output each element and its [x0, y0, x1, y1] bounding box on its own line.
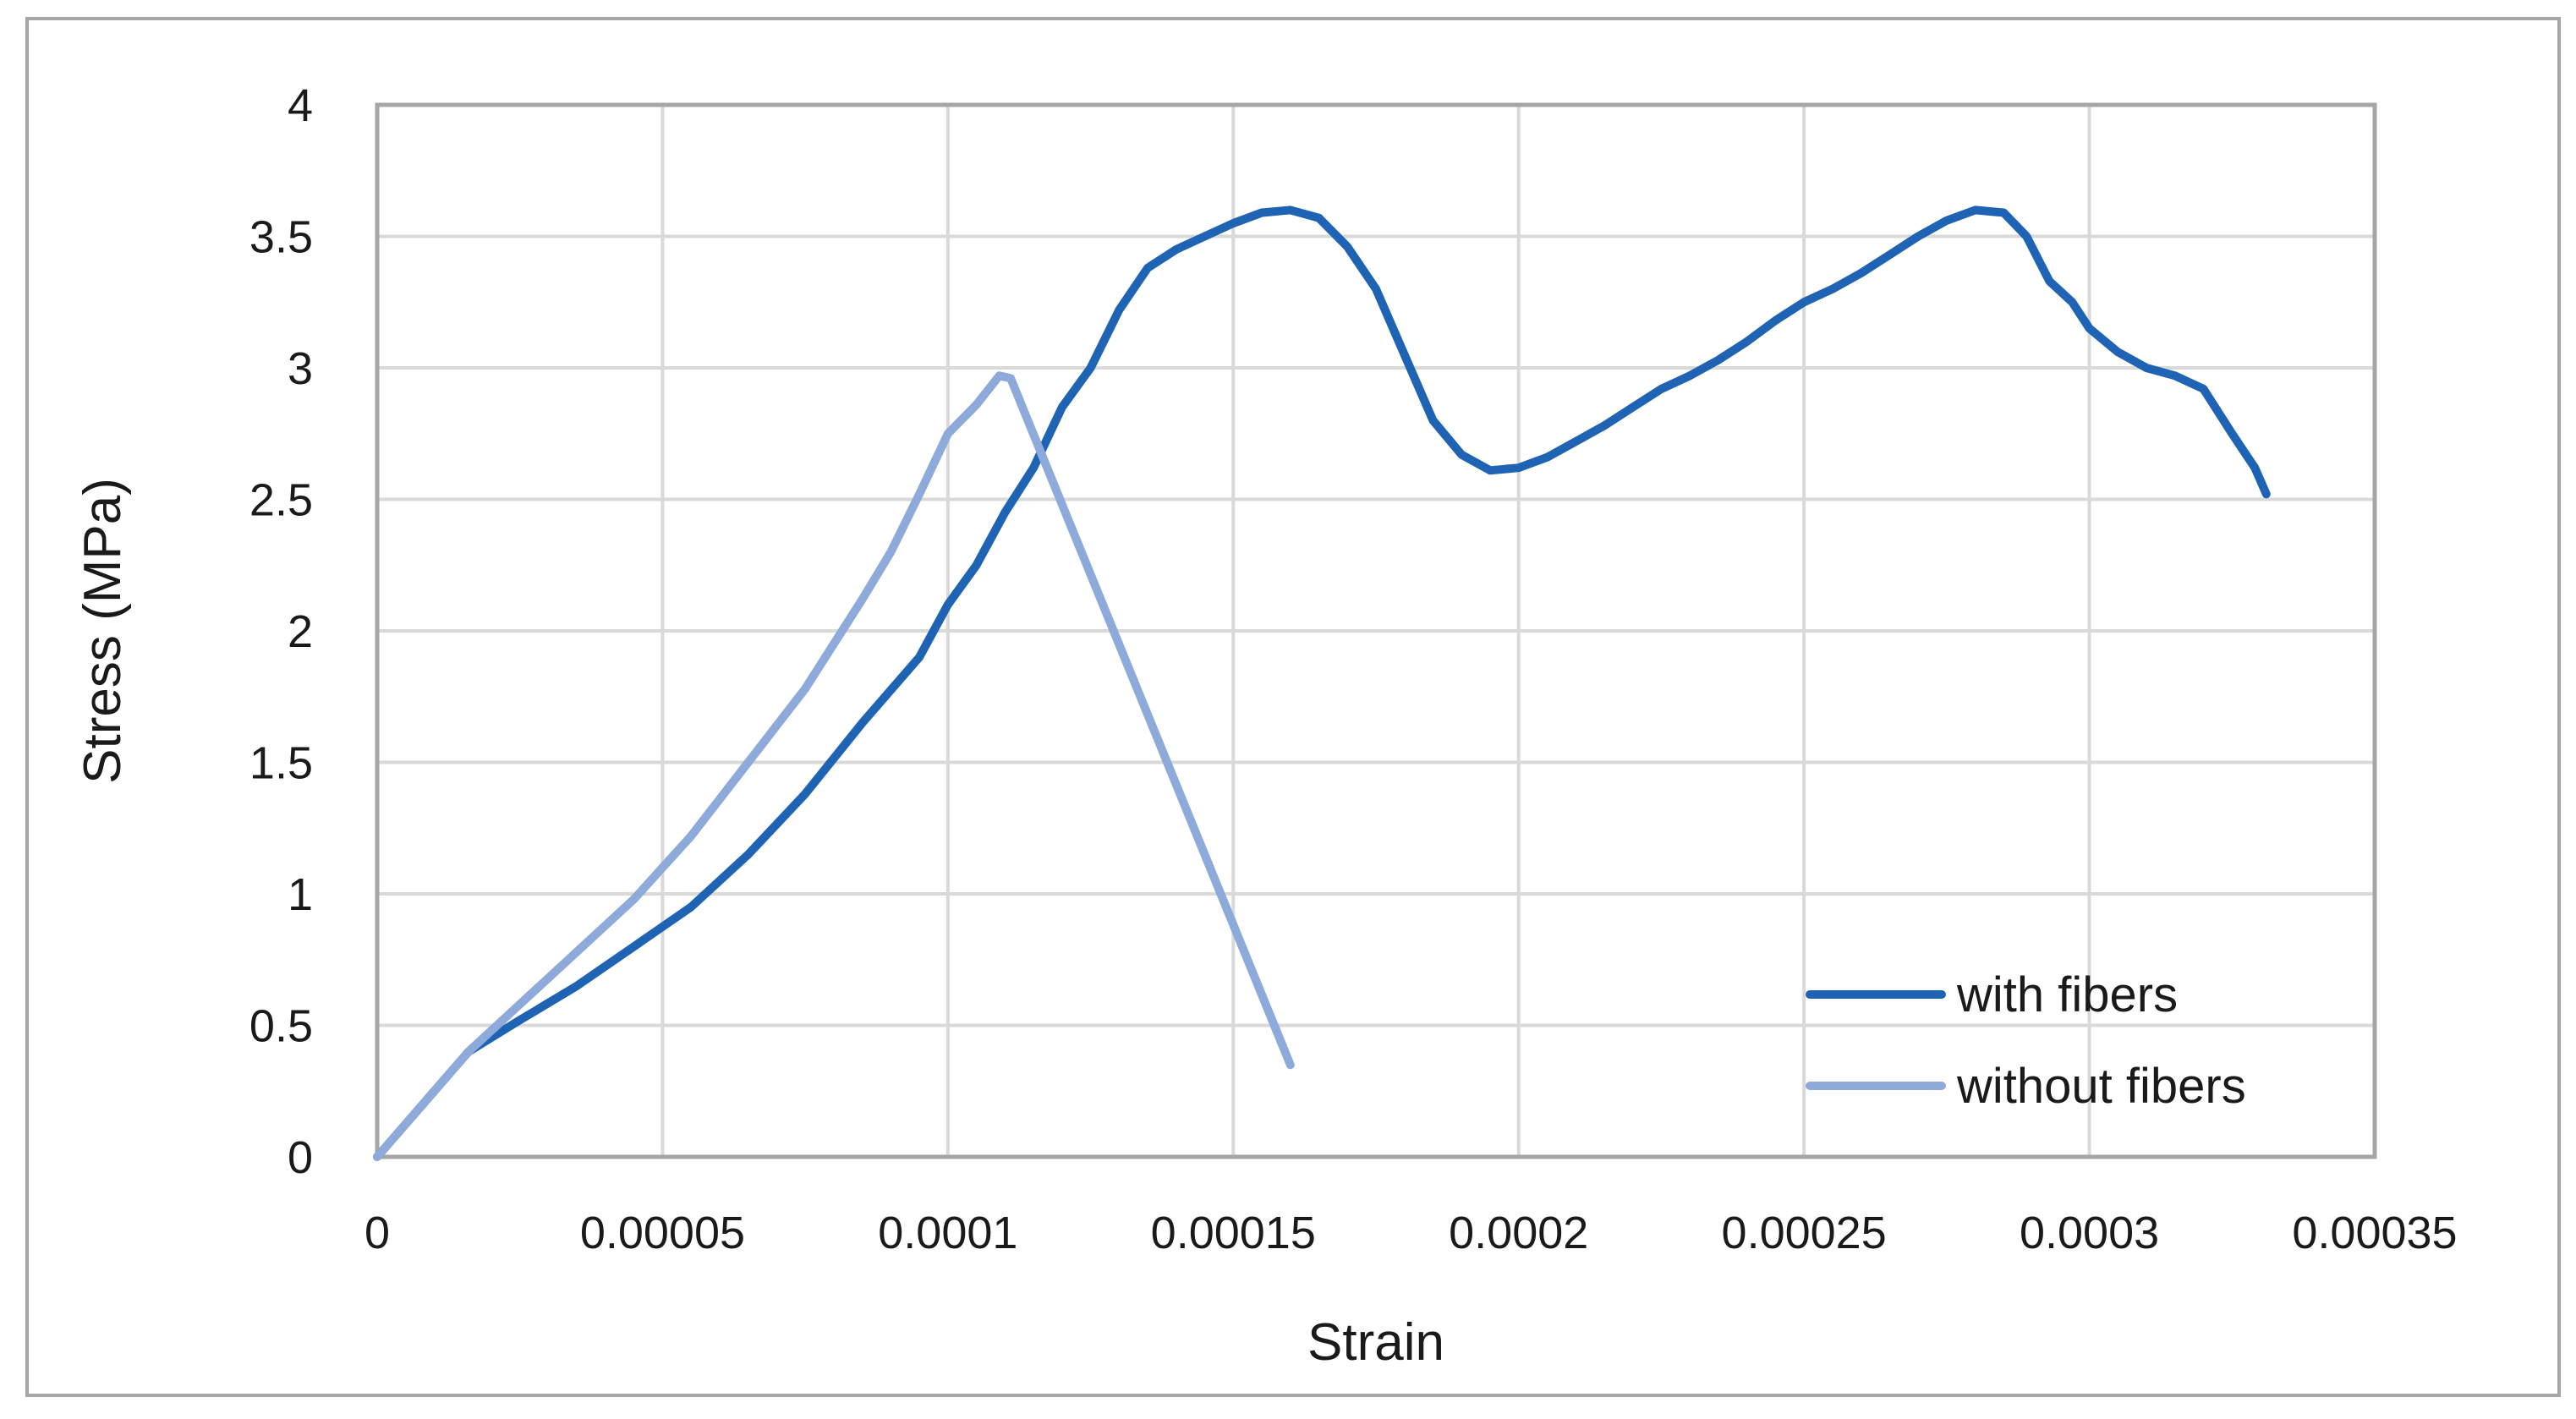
legend-label-without-fibers: without fibers	[1956, 1059, 2246, 1114]
x-tick-label: 0.00015	[1151, 1208, 1316, 1258]
series-line-with-fibers	[373, 205, 2271, 1161]
legend: with fibers without fibers	[1806, 967, 2246, 1114]
y-tick-label: 0.5	[249, 1001, 313, 1052]
plot-area-border	[375, 102, 2377, 1159]
chart-border	[25, 17, 2561, 1397]
x-tick-label: 0.00035	[2292, 1208, 2457, 1258]
x-tick-label: 0.0001	[878, 1208, 1017, 1258]
y-tick-label: 2	[288, 606, 313, 657]
x-tick-label: 0.00025	[1722, 1208, 1887, 1258]
x-tick-label: 0.00005	[580, 1208, 745, 1258]
y-tick-label: 3.5	[249, 212, 313, 263]
x-tick-label: 0.0003	[2020, 1208, 2159, 1258]
x-tick-label: 0.0002	[1449, 1208, 1588, 1258]
legend-label-with-fibers: with fibers	[1956, 967, 2178, 1022]
y-axis-title: Stress (MPa)	[74, 478, 132, 784]
y-tick-label: 2.5	[249, 475, 313, 526]
tick-labels: 0 0.00005 0.0001 0.00015 0.0002 0.00025 0.0003…	[249, 80, 2458, 1258]
y-tick-label: 4	[288, 80, 313, 131]
x-tick-label: 0	[364, 1208, 390, 1258]
y-tick-label: 1	[288, 869, 313, 920]
series-lines	[373, 205, 2271, 1161]
x-axis-title: Strain	[1307, 1313, 1444, 1372]
y-tick-label: 0	[288, 1132, 313, 1183]
y-tick-label: 3	[288, 343, 313, 394]
series-line-without-fibers	[373, 371, 1295, 1161]
y-tick-label: 1.5	[249, 738, 313, 789]
